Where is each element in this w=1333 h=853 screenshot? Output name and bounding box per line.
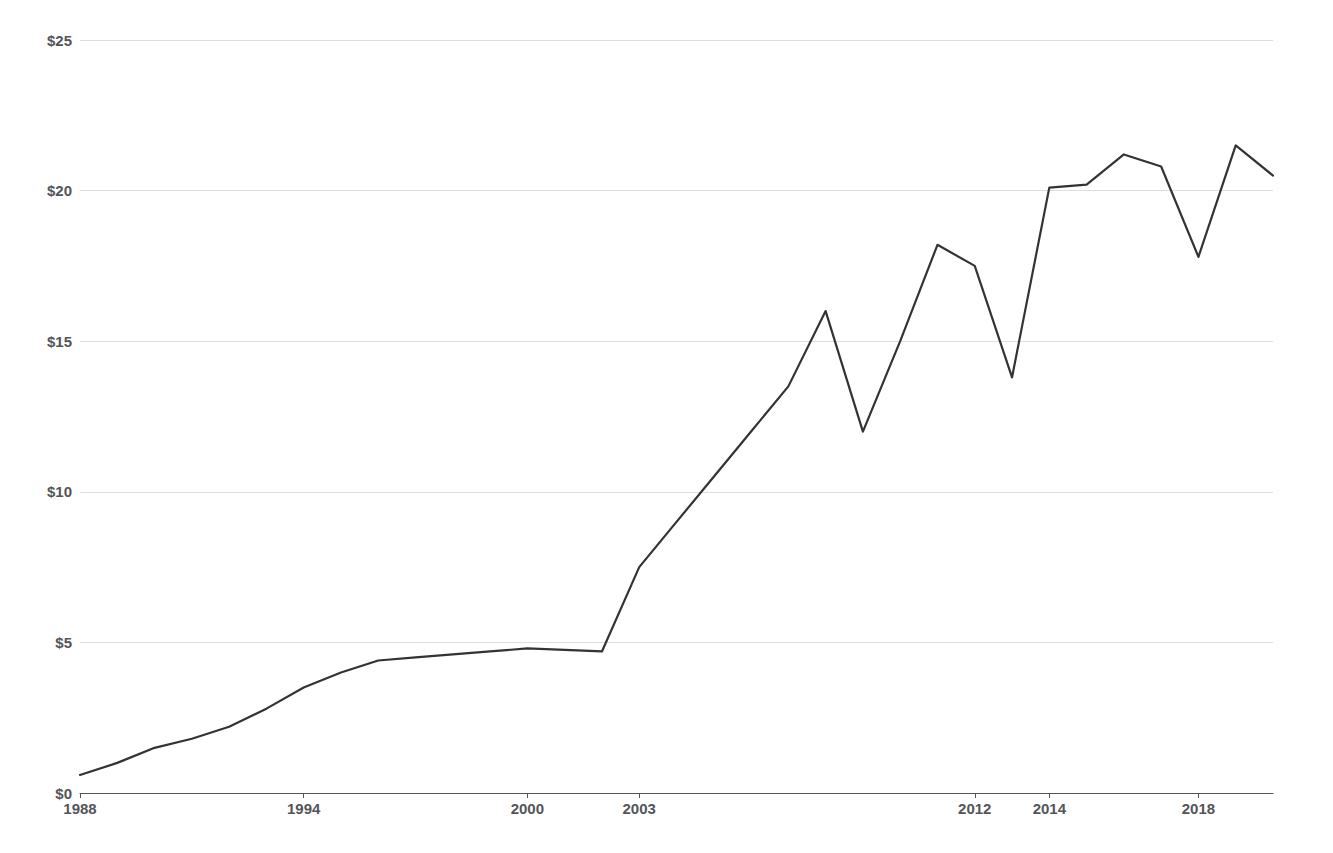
svg-text:$25: $25 xyxy=(47,32,72,49)
svg-text:1988: 1988 xyxy=(63,800,96,817)
svg-text:1994: 1994 xyxy=(287,800,321,817)
svg-text:$10: $10 xyxy=(47,483,72,500)
svg-text:$5: $5 xyxy=(55,634,72,651)
svg-text:2018: 2018 xyxy=(1182,800,1215,817)
svg-text:$15: $15 xyxy=(47,333,72,350)
svg-text:$0: $0 xyxy=(55,785,72,802)
svg-text:2014: 2014 xyxy=(1033,800,1067,817)
svg-text:2003: 2003 xyxy=(623,800,656,817)
svg-text:$20: $20 xyxy=(47,182,72,199)
svg-text:2012: 2012 xyxy=(958,800,991,817)
svg-text:2000: 2000 xyxy=(511,800,544,817)
